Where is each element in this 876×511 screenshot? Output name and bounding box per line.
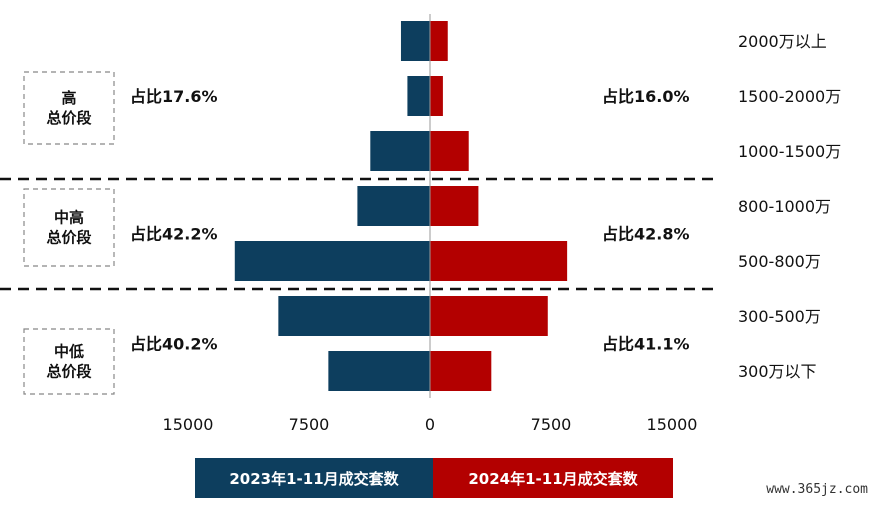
category-label-4: 500-800万	[738, 252, 821, 271]
band-name-0-0: 高	[61, 89, 76, 107]
category-label-2: 1000-1500万	[738, 142, 841, 161]
band-share-2023-2: 占比40.2%	[130, 335, 218, 354]
bar-2023-6	[328, 351, 430, 391]
legend-2023: 2023年1-11月成交套数	[195, 458, 433, 498]
bar-2023-3	[357, 186, 430, 226]
band-name-1-0: 中高	[54, 209, 84, 227]
legend-2023-label: 2023年1-11月成交套数	[229, 469, 399, 488]
x-tick-label-0: 15000	[163, 415, 214, 434]
band-name-2-0: 中低	[54, 343, 84, 361]
bar-2023-2	[370, 131, 430, 171]
band-name-0-1: 总价段	[46, 109, 91, 127]
bar-2024-1	[430, 76, 443, 116]
x-tick-label-2: 0	[425, 415, 435, 434]
bar-2023-4	[234, 241, 430, 281]
bar-2024-0	[430, 21, 448, 61]
band-share-2023-1: 占比42.2%	[130, 225, 218, 244]
bar-2024-5	[430, 296, 548, 336]
band-box-0	[23, 71, 115, 145]
band-box-2	[23, 328, 115, 395]
band-box-1	[23, 188, 115, 267]
bar-2023-5	[278, 296, 430, 336]
x-tick-label-4: 15000	[647, 415, 698, 434]
site-watermark: www.365jz.com	[766, 482, 868, 497]
band-share-2023-0: 占比17.6%	[130, 87, 218, 106]
bar-2024-6	[430, 351, 492, 391]
category-label-0: 2000万以上	[738, 32, 827, 51]
bar-2023-0	[400, 21, 430, 61]
bar-2024-4	[430, 241, 568, 281]
bar-2023-1	[407, 76, 430, 116]
band-share-2024-2: 占比41.1%	[602, 335, 690, 354]
band-share-2024-0: 占比16.0%	[602, 87, 690, 106]
category-label-6: 300万以下	[738, 362, 817, 381]
category-label-5: 300-500万	[738, 307, 821, 326]
bar-2024-2	[430, 131, 469, 171]
x-tick-label-1: 7500	[289, 415, 330, 434]
band-share-2024-1: 占比42.8%	[602, 225, 690, 244]
x-tick-label-3: 7500	[531, 415, 572, 434]
category-label-1: 1500-2000万	[738, 87, 841, 106]
legend-2024: 2024年1-11月成交套数	[433, 458, 673, 498]
category-label-3: 800-1000万	[738, 197, 831, 216]
bar-2024-3	[430, 186, 479, 226]
legend-2024-label: 2024年1-11月成交套数	[468, 469, 638, 488]
band-name-2-1: 总价段	[46, 363, 91, 381]
band-name-1-1: 总价段	[46, 229, 91, 247]
